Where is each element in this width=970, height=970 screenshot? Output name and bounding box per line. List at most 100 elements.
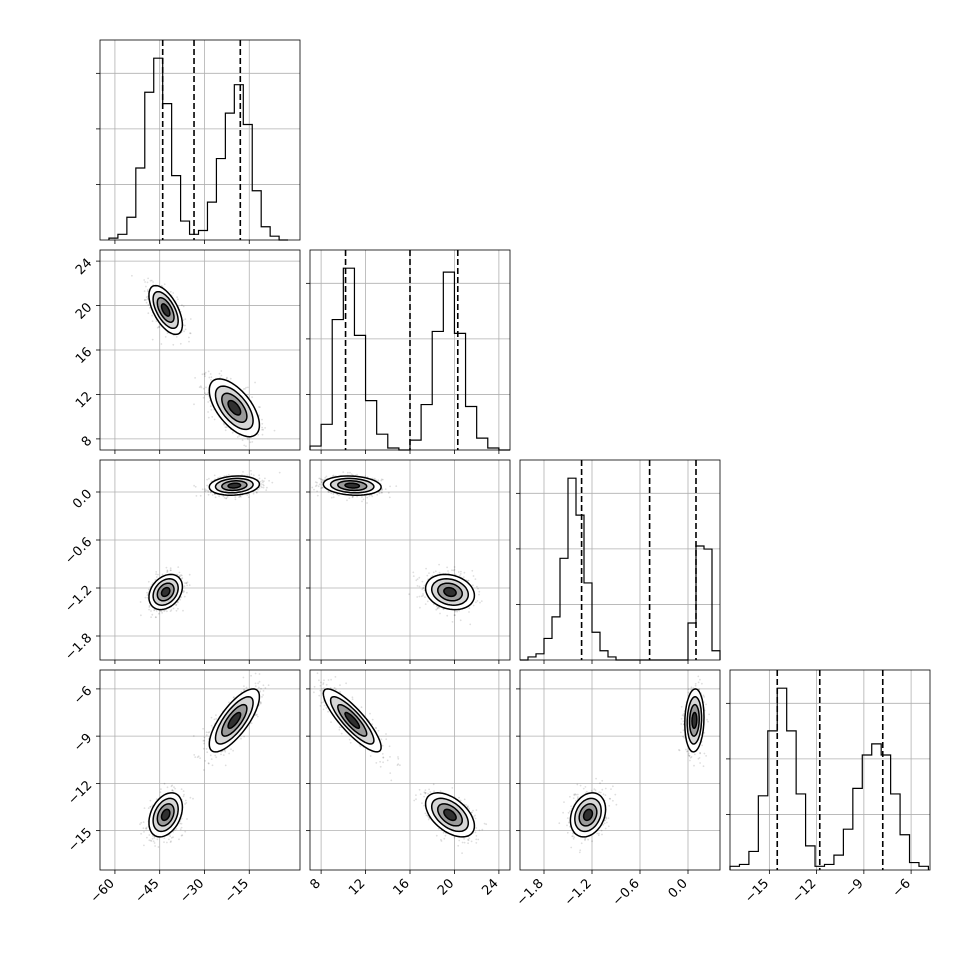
sample-point — [229, 377, 232, 380]
sample-point — [350, 473, 353, 475]
sample-point — [218, 372, 221, 375]
sample-point — [163, 609, 166, 612]
axes-frame — [99, 249, 301, 451]
sample-point — [418, 576, 421, 579]
sample-point — [147, 588, 150, 591]
sample-point — [320, 481, 323, 483]
sample-point — [421, 580, 424, 583]
sample-point — [193, 484, 196, 487]
sample-point — [163, 609, 165, 612]
sample-point — [471, 569, 474, 572]
sample-point — [438, 607, 440, 609]
sample-point — [181, 574, 183, 577]
sample-point — [260, 701, 262, 704]
sample-point — [153, 842, 156, 844]
sample-point — [151, 338, 154, 341]
sample-point — [207, 416, 210, 419]
sample-point — [218, 495, 221, 498]
sample-point — [364, 475, 367, 478]
sample-point — [149, 799, 152, 802]
sample-point — [260, 483, 262, 485]
sample-point — [320, 478, 322, 481]
sample-point — [184, 799, 187, 802]
sample-point — [324, 476, 327, 479]
sample-point — [225, 377, 228, 380]
sample-point — [153, 608, 156, 611]
sample-point — [170, 836, 173, 839]
sample-point — [361, 500, 363, 503]
sample-point — [346, 499, 348, 502]
sample-point — [264, 427, 266, 429]
sample-point — [152, 840, 155, 843]
sample-point — [150, 279, 153, 282]
sample-point — [174, 787, 177, 790]
sample-point — [347, 471, 349, 474]
sample-point — [182, 305, 185, 308]
sample-point — [258, 487, 261, 489]
sample-point — [182, 591, 185, 594]
sample-point — [368, 494, 371, 497]
sample-point — [145, 826, 148, 829]
sample-point — [155, 798, 158, 801]
sample-point — [315, 484, 318, 487]
sample-point — [155, 576, 158, 578]
sample-point — [426, 574, 429, 577]
sample-point — [146, 596, 149, 599]
sample-point — [179, 822, 182, 825]
sample-point — [149, 279, 152, 282]
sample-point — [251, 453, 253, 455]
sample-point — [321, 478, 323, 481]
sample-point — [257, 433, 260, 436]
sample-point — [446, 566, 448, 569]
sample-point — [381, 491, 383, 494]
sample-point — [244, 388, 246, 390]
sample-point — [222, 495, 225, 498]
sample-point — [143, 279, 146, 281]
sample-point — [454, 573, 457, 576]
sample-point — [238, 496, 241, 499]
sample-point — [150, 610, 152, 612]
sample-point — [152, 281, 155, 283]
sample-point — [241, 439, 244, 442]
sample-point — [151, 835, 154, 837]
sample-point — [143, 807, 146, 809]
sample-point — [421, 588, 424, 591]
sample-point — [169, 610, 172, 612]
sample-point — [204, 490, 207, 493]
sample-point — [479, 601, 481, 604]
sample-point — [265, 489, 268, 491]
sample-point — [172, 292, 175, 294]
axes-frame — [309, 249, 511, 451]
sample-point — [408, 593, 411, 596]
sample-point — [424, 603, 427, 605]
sample-point — [478, 593, 480, 596]
sample-point — [177, 298, 179, 301]
sample-point — [380, 488, 383, 491]
sample-point — [169, 567, 172, 570]
sample-point — [422, 587, 425, 589]
sample-point — [260, 687, 262, 690]
sample-point — [155, 320, 158, 322]
sample-point — [169, 290, 172, 293]
sample-point — [258, 414, 260, 416]
sample-point — [234, 496, 237, 498]
sample-point — [463, 571, 466, 574]
sample-point — [209, 754, 212, 757]
sample-point — [387, 491, 390, 494]
sample-point — [155, 573, 158, 576]
sample-point — [171, 789, 174, 792]
sample-point — [475, 601, 477, 604]
sample-point — [395, 485, 398, 487]
sample-point — [164, 336, 167, 338]
sample-point — [256, 715, 259, 718]
sample-point — [351, 495, 354, 498]
sample-point — [178, 838, 180, 841]
sample-point — [220, 370, 223, 372]
sample-point — [438, 571, 441, 574]
sample-point — [425, 567, 427, 570]
sample-point — [203, 373, 206, 376]
sample-point — [251, 396, 254, 398]
sample-point — [163, 837, 166, 839]
sample-point — [259, 406, 261, 409]
sample-point — [169, 569, 172, 572]
